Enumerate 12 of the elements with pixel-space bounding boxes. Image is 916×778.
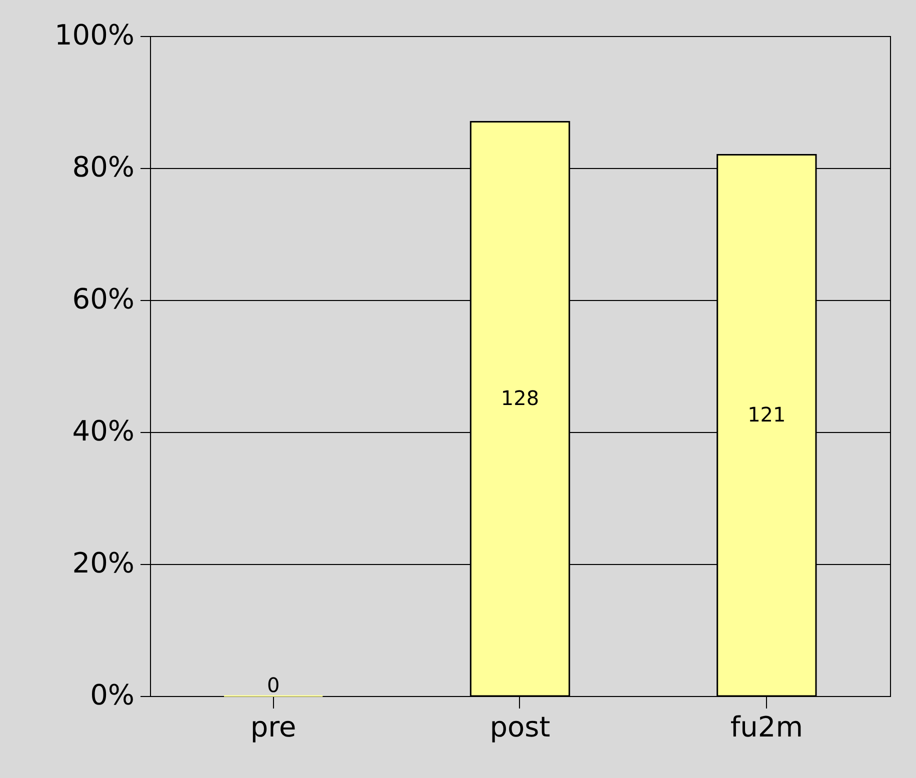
y-tick-label: 80% xyxy=(72,150,134,184)
y-tick-label: 40% xyxy=(72,414,134,448)
annotation: 128 xyxy=(500,386,540,410)
y-tick-label: 100% xyxy=(54,18,134,52)
annotation: 0 xyxy=(266,673,280,697)
y-tick-label: 60% xyxy=(72,282,134,316)
x-tick-label: fu2m xyxy=(730,710,804,744)
y-tick-label: 20% xyxy=(72,546,134,580)
y-tick-label: 0% xyxy=(90,678,134,712)
x-tick-label: post xyxy=(490,710,550,744)
annotation: 121 xyxy=(748,402,786,426)
x-tick-label: pre xyxy=(250,710,296,744)
